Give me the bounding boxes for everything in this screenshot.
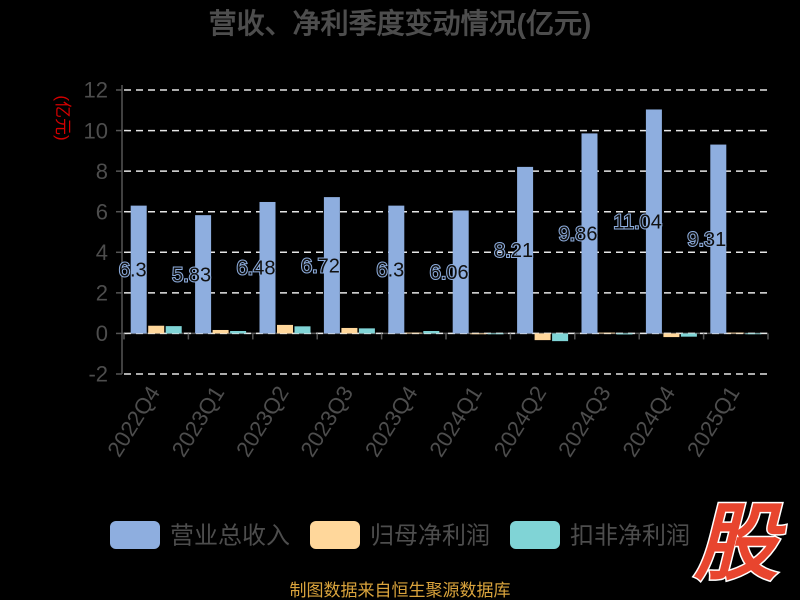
bar-series3-2023q3 (358, 328, 375, 334)
legend-swatch-revenue (110, 521, 160, 549)
x-tick-label: 2024Q3 (553, 381, 616, 461)
bar-series2-2023q4 (405, 332, 422, 334)
x-tick-label: 2023Q1 (167, 381, 230, 461)
bar-value-label: 9.86 (559, 223, 598, 245)
bar-series2-2022q4 (148, 325, 165, 334)
legend: 营业总收入 归母净利润 扣非净利润 (110, 521, 690, 549)
x-tick-label: 2024Q4 (617, 381, 680, 461)
bar-value-label: 9.31 (687, 229, 726, 251)
bar-series2-2024q4 (663, 333, 680, 338)
y-tick-label: 6 (96, 199, 108, 224)
legend-item-net-profit: 归母净利润 (310, 521, 490, 549)
x-tick-label: 2022Q4 (102, 381, 165, 461)
bar-series1-2025q1 (710, 144, 727, 334)
legend-swatch-deducted-net-profit (510, 521, 560, 549)
x-tick-label: 2023Q3 (295, 381, 358, 461)
bar-series1-2023q1 (195, 215, 212, 334)
x-tick-label: 2025Q1 (682, 381, 745, 461)
logo-gu: 股 (693, 496, 787, 590)
bar-series3-2024q4 (680, 333, 697, 337)
bar-series3-2023q2 (294, 326, 311, 334)
bar-series3-2024q2 (552, 333, 569, 342)
y-axis-label: (亿元) (53, 95, 72, 140)
bars (130, 109, 762, 342)
x-tick-label: 2023Q2 (231, 381, 294, 461)
bar-series1-2024q2 (517, 166, 534, 334)
bar-value-label: 8.21 (494, 240, 533, 262)
bar-series2-2023q1 (212, 329, 229, 334)
y-tick-label: 4 (96, 240, 108, 265)
legend-item-revenue: 营业总收入 (110, 521, 290, 549)
legend-label-deducted-net-profit: 扣非净利润 (570, 522, 690, 549)
bar-series3-2024q1 (487, 333, 504, 335)
x-tick-label: 2024Q2 (489, 381, 552, 461)
bar-series1-2023q3 (323, 197, 340, 334)
bar-series1-2023q4 (388, 205, 405, 334)
bar-value-label: 6.3 (376, 260, 404, 282)
y-tick-label: 12 (84, 78, 108, 103)
bar-series1-2023q2 (259, 201, 276, 334)
bar-value-label: 11.04 (613, 211, 662, 233)
bar-series1-2024q3 (581, 133, 598, 334)
x-tick-label: 2023Q4 (360, 381, 423, 461)
bar-series1-2022q4 (130, 205, 147, 334)
bar-series3-2022q4 (165, 326, 182, 334)
data-source-note: 制图数据来自恒生聚源数据库 (290, 581, 511, 600)
chart-title: 营收、净利季度变动情况(亿元) (209, 7, 592, 39)
bar-series1-2024q1 (452, 210, 469, 334)
bar-value-label: 6.48 (237, 258, 276, 280)
bar-series2-2023q2 (277, 324, 293, 334)
legend-item-deducted-net-profit: 扣非净利润 (510, 521, 690, 549)
bar-series2-2023q3 (341, 327, 358, 334)
bar-series3-2024q3 (616, 333, 633, 335)
bar-value-label: 5.83 (172, 264, 211, 286)
bar-value-label: 6.06 (430, 262, 469, 284)
legend-label-net-profit: 归母净利润 (370, 522, 490, 549)
legend-label-revenue: 营业总收入 (170, 522, 290, 549)
bar-value-label: 6.72 (301, 255, 340, 277)
y-tick-label: 2 (96, 281, 108, 306)
bar-series3-2023q1 (230, 330, 247, 334)
bar-series2-2025q1 (727, 332, 744, 334)
bar-series3-2023q4 (423, 330, 440, 334)
y-tick-label: 8 (96, 159, 108, 184)
y-tick-label: -2 (88, 362, 108, 387)
legend-swatch-net-profit (310, 521, 360, 549)
y-tick-label: 10 (84, 118, 108, 143)
bar-series2-2024q1 (470, 333, 487, 335)
x-tick-label: 2024Q1 (424, 381, 487, 461)
bar-value-label: 6.3 (119, 260, 147, 282)
bar-series1-2024q4 (645, 109, 662, 334)
y-tick-label: 0 (96, 321, 108, 346)
bar-series2-2024q2 (534, 333, 551, 341)
bar-series2-2024q3 (599, 332, 615, 334)
bar-series3-2025q1 (745, 333, 762, 335)
bar-value-labels: 6.3 5.83 6.48 6.72 6.3 6.06 8.21 9.86 11.04 9.31 (118, 210, 727, 287)
